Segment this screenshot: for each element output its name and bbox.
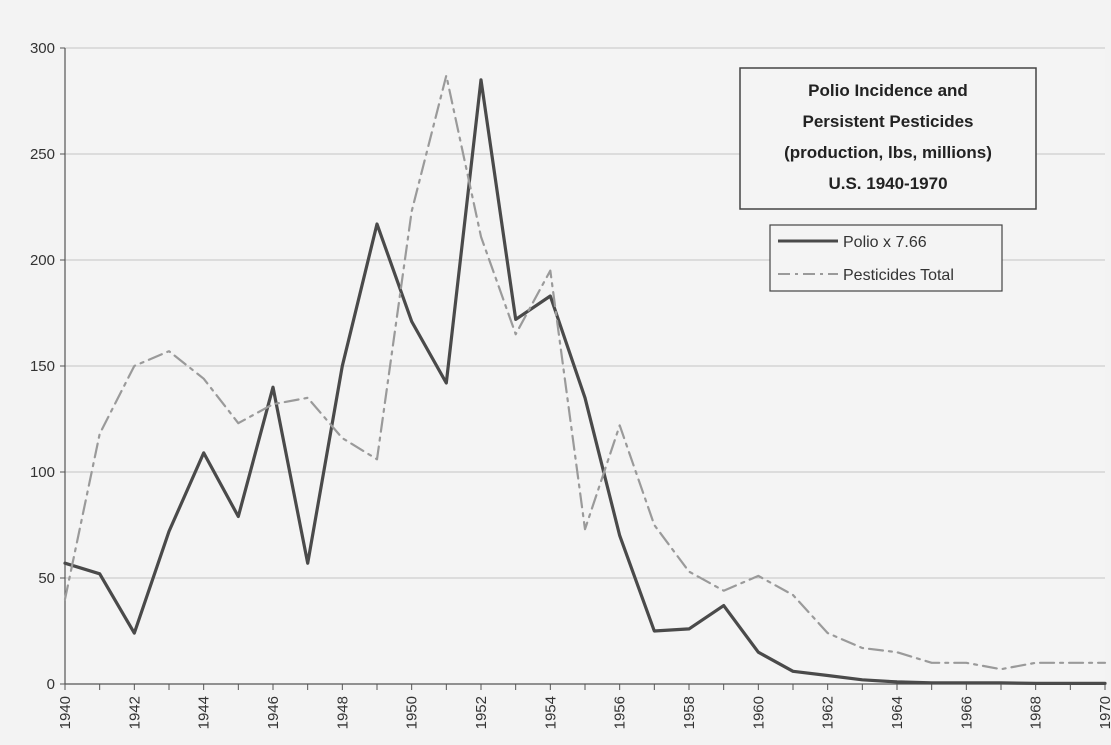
x-tick-label: 1970 <box>1097 696 1111 729</box>
title-line-3: (production, lbs, millions) <box>784 143 992 162</box>
y-tick-label: 150 <box>30 358 55 375</box>
axes: 0 50 100 150 200 250 300 1940 1942 1944 1946 1948 19… <box>30 40 1111 729</box>
title-line-4: U.S. 1940-1970 <box>828 174 947 193</box>
title-line-2: Persistent Pesticides <box>802 112 973 131</box>
x-tick-label: 1956 <box>612 696 629 729</box>
x-tick-label: 1944 <box>196 696 213 729</box>
legend-label-pesticides: Pesticides Total <box>843 267 954 284</box>
x-tick-label: 1952 <box>473 696 490 729</box>
y-tick-label: 100 <box>30 464 55 481</box>
x-tick-label: 1968 <box>1028 696 1045 729</box>
x-tick-label: 1958 <box>681 696 698 729</box>
title-line-1: Polio Incidence and <box>808 81 968 100</box>
x-tick-label: 1960 <box>750 696 767 729</box>
x-tick-label: 1966 <box>958 696 975 729</box>
legend-label-polio: Polio x 7.66 <box>843 234 927 251</box>
x-tick-label: 1964 <box>889 696 906 729</box>
x-tick-label: 1942 <box>126 696 143 729</box>
x-tick-label: 1940 <box>57 696 74 729</box>
title-frame <box>739 67 1037 210</box>
chart-title-box: Polio Incidence and Persistent Pesticide… <box>739 67 1037 210</box>
x-tick-label: 1962 <box>820 696 837 729</box>
y-tick-label: 200 <box>30 252 55 269</box>
x-tick-label: 1950 <box>404 696 421 729</box>
series-line-polio <box>63 78 1107 685</box>
y-tick-label: 50 <box>38 570 55 587</box>
legend: Polio x 7.66 Pesticides Total <box>769 224 1003 292</box>
gridlines <box>65 47 1105 579</box>
x-tick-label: 1954 <box>542 696 559 729</box>
x-tick-label: 1948 <box>334 696 351 729</box>
y-tick-label: 300 <box>30 40 55 57</box>
series-line-pesticides <box>63 74 1107 671</box>
legend-frame <box>769 224 1003 292</box>
x-tick-label: 1946 <box>265 696 282 729</box>
y-tick-label: 250 <box>30 146 55 163</box>
y-tick-label: 0 <box>47 676 55 693</box>
series-lines <box>63 74 1107 685</box>
